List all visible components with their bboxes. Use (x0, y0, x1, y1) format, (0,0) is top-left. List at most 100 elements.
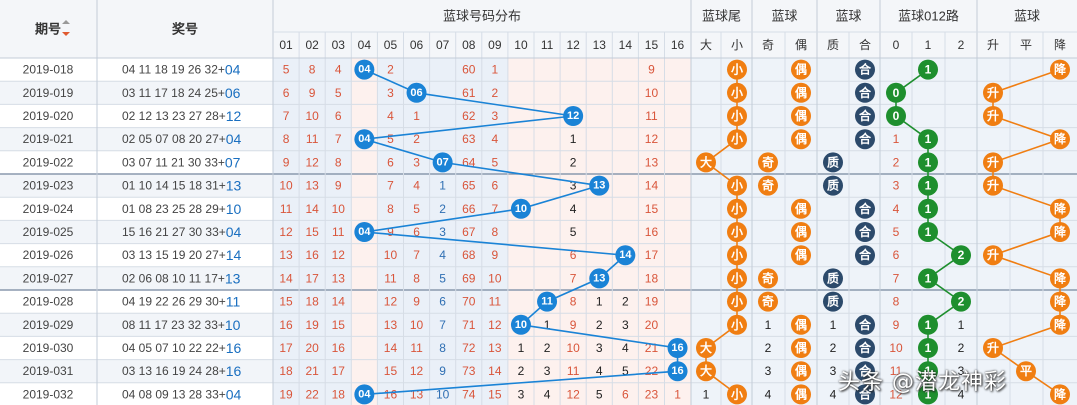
miss-count: 13 (488, 341, 502, 355)
miss-count: 1 (674, 387, 681, 401)
tail-marker-label: 小 (731, 178, 743, 193)
blue-ball-number: 16 (226, 340, 242, 356)
period-cell: 2019-020 (23, 109, 74, 123)
tail-marker-label: 大 (700, 340, 712, 355)
numbers-cell: 15 16 21 27 30 33+04 (122, 224, 242, 240)
miss-count: 13 (279, 248, 293, 262)
period-cell: 2019-022 (23, 155, 74, 169)
updown-marker-circle (983, 106, 1003, 126)
updown-marker-label: 平 (1020, 364, 1032, 378)
updown-marker-label: 升 (987, 85, 999, 100)
miss-count: 5 (387, 132, 394, 146)
miss-count: 23 (645, 387, 659, 401)
miss-count: 16 (279, 318, 293, 332)
route-marker-label: 1 (925, 63, 932, 77)
row-bg (0, 197, 273, 221)
blue-ball-marker-circle (354, 384, 375, 405)
miss-count: 10 (488, 271, 502, 285)
miss-count: 5 (439, 271, 446, 285)
miss-count: 12 (384, 295, 398, 309)
prime-marker-label: 合 (859, 108, 872, 123)
blue-ball-number: 13 (225, 270, 241, 286)
tail-marker-label: 小 (731, 247, 743, 262)
red-balls: 02 05 07 08 20 27+ (122, 132, 226, 146)
parity-marker-label: 偶 (795, 363, 807, 378)
prime-miss: 4 (830, 387, 837, 401)
parity-marker-label: 偶 (795, 224, 807, 239)
blue-ball-marker-label: 07 (437, 156, 449, 168)
blue-ball-marker-circle (589, 175, 610, 196)
updown-marker-label: 升 (987, 247, 999, 262)
parity-marker-circle (791, 384, 811, 405)
miss-count: 11 (280, 202, 293, 216)
miss-count: 7 (413, 248, 420, 262)
prime-marker-label: 合 (859, 62, 872, 77)
parity-marker-label: 偶 (795, 108, 807, 123)
parity-marker-circle (791, 222, 811, 242)
route-marker-circle (951, 291, 971, 312)
miss-count: 7 (492, 202, 499, 216)
prime-marker-circle (855, 361, 875, 382)
miss-count: 15 (488, 387, 502, 401)
miss-count: 12 (305, 155, 319, 169)
parity-marker-circle (758, 291, 778, 312)
blue-ball-number: 04 (226, 224, 242, 240)
row-bg (0, 313, 273, 337)
miss-count: 10 (384, 248, 398, 262)
prime-marker-circle (855, 59, 875, 80)
period-cell: 2019-024 (23, 202, 74, 216)
red-balls: 02 12 13 23 27 28+ (122, 109, 226, 123)
blue-ball-marker-label: 13 (593, 180, 605, 192)
numbers-cell: 08 11 17 23 32 33+10 (122, 317, 241, 333)
blue-ball-marker-circle (563, 106, 584, 126)
row-bg (0, 266, 273, 290)
numbers-cell: 01 08 23 25 28 29+10 (122, 201, 242, 217)
route-miss: 4 (958, 387, 965, 401)
blue-ball-number: 04 (225, 62, 241, 78)
tail-miss: 1 (703, 387, 710, 401)
dist-col-label: 02 (305, 38, 319, 52)
miss-count: 63 (462, 132, 476, 146)
blue-ball-marker-circle (354, 222, 375, 242)
miss-count: 5 (413, 202, 420, 216)
sort-down-icon (62, 32, 70, 36)
updown-marker-circle (1050, 268, 1070, 289)
parity-marker-label: 奇 (762, 270, 774, 285)
miss-count: 1 (570, 132, 577, 146)
row-bg (0, 81, 273, 105)
red-balls: 04 08 09 13 28 33+ (122, 387, 226, 401)
prime-header: 蓝球 (835, 9, 861, 24)
red-balls: 08 11 17 23 32 33+ (122, 318, 225, 332)
miss-count: 6 (570, 248, 577, 262)
period-cell: 2019-029 (23, 318, 74, 332)
blue-ball-number: 07 (225, 154, 241, 170)
miss-count: 6 (439, 295, 446, 309)
miss-count: 5 (492, 155, 499, 169)
miss-count: 1 (492, 63, 499, 77)
prime-miss: 3 (830, 364, 837, 378)
updown-marker-circle (1050, 314, 1070, 335)
miss-count: 4 (544, 387, 551, 401)
blue-ball-marker-circle (589, 268, 610, 289)
stat-bg (691, 58, 1077, 405)
route-sub-label: 0 (893, 38, 900, 52)
miss-count: 8 (283, 132, 290, 146)
miss-count: 10 (332, 202, 346, 216)
parity-marker-circle (791, 82, 811, 103)
prime-marker-label: 合 (859, 247, 872, 262)
parity-header: 蓝球 (771, 9, 797, 24)
miss-count: 13 (305, 179, 319, 193)
miss-count: 10 (645, 86, 659, 100)
period-cell: 2019-021 (23, 132, 74, 146)
miss-count: 9 (439, 364, 446, 378)
miss-count: 62 (462, 109, 476, 123)
parity-marker-label: 偶 (795, 201, 807, 216)
dist-col-label: 15 (645, 38, 659, 52)
blue-ball-marker-circle (354, 59, 375, 80)
blue-ball-marker-label: 10 (515, 203, 527, 215)
row-bg (0, 336, 273, 360)
prime-marker-circle (855, 245, 875, 266)
miss-count: 2 (387, 63, 394, 77)
miss-count: 2 (544, 341, 551, 355)
